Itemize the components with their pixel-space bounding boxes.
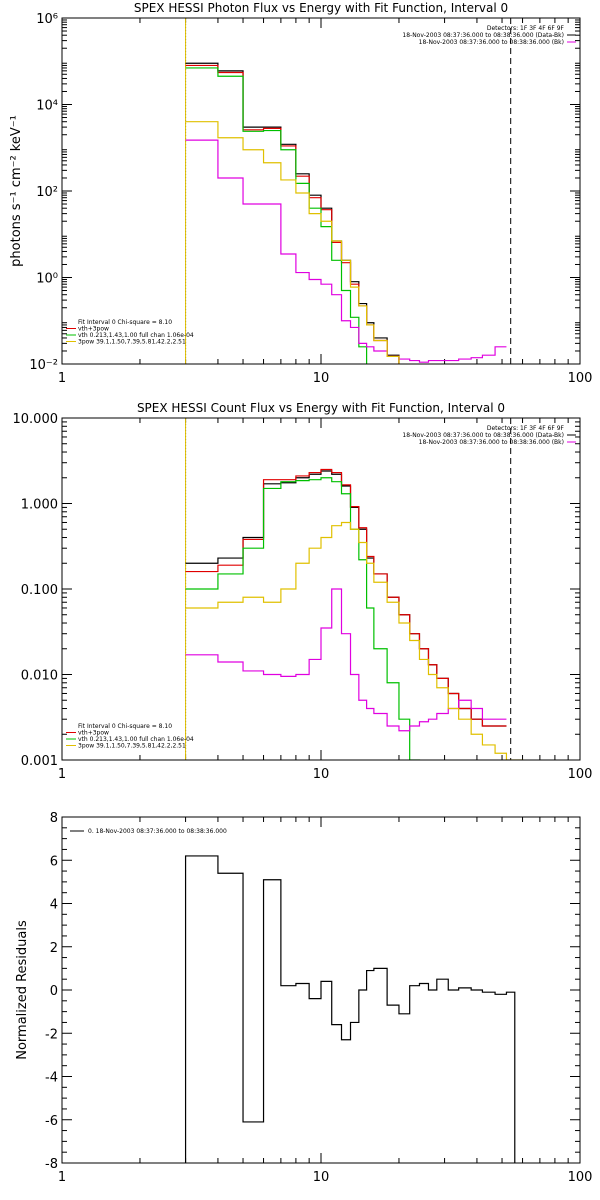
x-tick-label: 10 [313,1170,330,1185]
legend-entry: 18-Nov-2003 08:37:36.000 to 08:38:36.000… [419,39,564,46]
x-axis: 1 10 100 [58,418,593,782]
y-tick-label: -6 [45,1114,58,1129]
y-tick-label: 4 [50,898,58,913]
series-line-red [185,468,507,727]
series-line-green [185,477,421,760]
plot-frame [61,417,581,761]
series-line-green [185,67,368,364]
y-tick-label: 1.000 [21,498,58,513]
y-tick-label: 0 [50,984,58,999]
legend-entry: 18-Nov-2003 08:37:36.000 to 08:38:36.000… [402,432,564,439]
legend-entry: 3pow 39.1,1.50,7.39,5.81,42.2,2.51 [78,743,186,750]
x-tick-label: 100 [568,371,593,386]
series-line-residuals [184,855,516,1163]
y-axis: 10⁻² 10⁰ 10² 10⁴ 10⁶ [29,12,580,373]
y-tick-label: 10⁻² [29,358,58,373]
x-tick-label: 100 [568,767,593,782]
y-tick-label: -8 [45,1157,58,1172]
y-tick-label: 0.010 [21,669,58,684]
legend-entry: vth 0.213,1.43,1.00 full chan 1.06e-04 [78,332,194,339]
y-tick-label: 0.100 [21,583,58,598]
x-tick-label: 1 [58,371,66,386]
legend-entry: vth 0.213,1.43,1.00 full chan 1.06e-04 [78,736,194,743]
series-line-magenta [185,139,507,363]
series-line-black [185,470,507,727]
chart-panel-1: SPEX HESSI Count Flux vs Energy with Fit… [13,401,593,782]
y-tick-label: 0.001 [21,754,58,769]
y-tick-label: 10⁶ [36,12,58,27]
legend-entry: vth+3pow [78,326,109,333]
legend-entry: Detectors: 1F 3F 4F 6F 9F [487,25,565,32]
legend-entry: Fit Interval 0 Chi-square = 8.10 [78,723,172,730]
series-line-black [185,62,400,364]
series-line-yellow [185,521,524,760]
y-tick-label: 2 [50,941,58,956]
legend-entry: Fit Interval 0 Chi-square = 8.10 [78,319,172,326]
x-tick-label: 10 [313,371,330,386]
plot-frame [61,816,581,1164]
chart-title: SPEX HESSI Photon Flux vs Energy with Fi… [134,1,508,15]
y-axis: -8 -6 -4 -2 0 2 4 6 8 [45,811,580,1172]
chart-title: SPEX HESSI Count Flux vs Energy with Fit… [137,401,505,415]
legend-entry: 3pow 39.1,1.50,7.39,5.81,42.2,2.51 [78,339,186,346]
y-axis: 0.001 0.010 0.100 1.000 10.000 [13,412,580,769]
y-tick-label: 10⁰ [36,272,58,287]
y-axis-label: Normalized Residuals [15,920,30,1060]
legend-entry: vth+3pow [78,730,109,737]
legend-entry: 0. 18-Nov-2003 08:37:36.000 to 08:38:36.… [88,828,227,835]
legend-entry: 18-Nov-2003 08:37:36.000 to 08:38:36.000… [419,439,564,446]
y-tick-label: 10.000 [13,412,59,427]
y-tick-label: 6 [50,854,58,869]
x-tick-label: 1 [58,1170,66,1185]
y-axis-label: photons s⁻¹ cm⁻² keV⁻¹ [9,115,24,267]
plot-frame [61,17,581,365]
chart-panel-0: SPEX HESSI Photon Flux vs Energy with Fi… [9,1,593,386]
x-tick-label: 1 [58,767,66,782]
x-tick-label: 10 [313,767,330,782]
x-tick-label: 100 [568,1170,593,1185]
legend-entry: Detectors: 1F 3F 4F 6F 9F [487,425,565,432]
y-tick-label: 10² [36,185,58,200]
legend-entry: 18-Nov-2003 08:37:36.000 to 08:38:36.000… [402,32,564,39]
chart-panel-2: 1 10 100 -8 -6 -4 -2 0 2 4 6 8 Normalized Residuals 0… [15,811,592,1185]
series-group [184,855,516,1163]
series-line-red [185,64,400,364]
y-tick-label: -4 [45,1071,58,1086]
x-axis: 1 10 100 [58,18,593,386]
series-line-yellow [185,121,400,364]
y-tick-label: -2 [45,1027,58,1042]
series-group [185,62,507,364]
x-axis: 1 10 100 [58,817,593,1185]
y-tick-label: 10⁴ [36,99,58,114]
y-tick-label: 8 [50,811,58,826]
series-group [185,468,524,760]
